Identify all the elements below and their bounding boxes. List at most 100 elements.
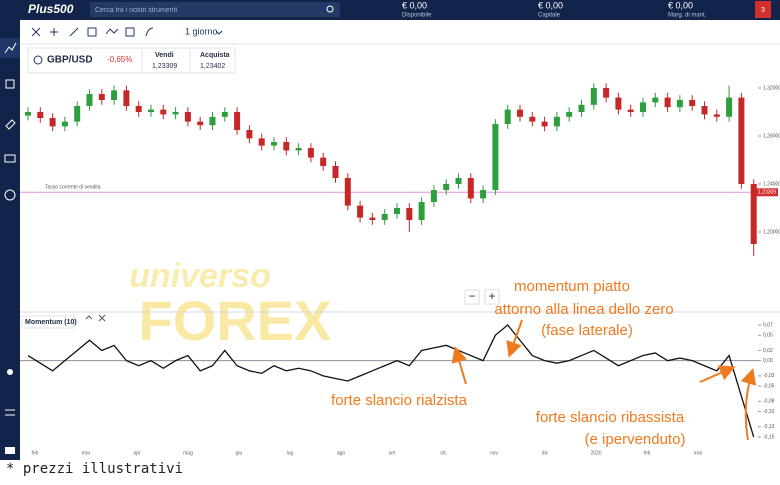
- search-box[interactable]: [90, 2, 340, 17]
- candle-body: [369, 217, 376, 220]
- candle-body: [676, 100, 683, 108]
- candle-body: [529, 116, 536, 122]
- y-tick-label: -0,13: [763, 424, 775, 430]
- candle-body: [418, 202, 425, 220]
- icon-tag[interactable]: [5, 119, 16, 130]
- candle-body: [652, 97, 659, 103]
- candle-body: [578, 104, 585, 112]
- y-tick-label: 0,07: [763, 322, 773, 328]
- candle-body: [640, 102, 646, 112]
- candle-body: [172, 112, 179, 115]
- annotation: momentum piatto: [514, 278, 630, 295]
- toolbar-icons[interactable]: [31, 27, 223, 37]
- candle-body: [726, 97, 733, 117]
- icon-orders[interactable]: [5, 79, 15, 89]
- x-tick-label: giu: [236, 450, 243, 456]
- x-tick-label: ago: [337, 450, 346, 456]
- candle-body: [37, 112, 44, 118]
- info-icon[interactable]: [33, 55, 43, 65]
- candle-body: [61, 121, 68, 127]
- y-tick-label: 1,24000: [763, 181, 780, 187]
- x-tick-label: feb: [644, 450, 651, 456]
- zoom-out[interactable]: [464, 289, 480, 305]
- candle-body: [701, 106, 708, 115]
- icon-info[interactable]: [4, 189, 16, 201]
- annotation: (fase laterale): [541, 322, 633, 339]
- candle-body: [234, 112, 241, 130]
- candle-body: [98, 94, 105, 100]
- annotation: forte slancio ribassista: [536, 409, 685, 426]
- footnote: * prezzi illustrativi: [6, 461, 183, 477]
- balance-value: € 0,00: [402, 0, 427, 10]
- candle-body: [357, 205, 364, 218]
- candle-body: [566, 112, 573, 117]
- search-placeholder: Cerca tra i nostri strumenti: [95, 7, 178, 14]
- balance-label: Disponibile: [402, 13, 432, 19]
- logo[interactable]: Plus500: [28, 2, 74, 16]
- candle-body: [492, 124, 499, 190]
- notification-badge[interactable]: [755, 1, 771, 18]
- sell-price[interactable]: 1,23309: [152, 63, 177, 70]
- y-tick-label: -0,05: [763, 383, 775, 389]
- x-tick-label: mar: [694, 450, 703, 456]
- current-price-tag: [756, 188, 778, 197]
- instrument-name: GBP/USD: [47, 55, 93, 66]
- icon-switch[interactable]: [5, 409, 15, 416]
- candle-body: [517, 109, 523, 117]
- x-tick-label: 2020: [590, 450, 601, 456]
- search-icon[interactable]: [326, 5, 334, 13]
- timeframe[interactable]: 1 giorno: [185, 26, 218, 36]
- x-tick-label: nov: [490, 450, 499, 456]
- icon-theme[interactable]: [7, 369, 13, 375]
- candle-body: [160, 109, 167, 115]
- candle-body: [295, 148, 302, 151]
- sell-label[interactable]: Vendi: [155, 52, 174, 59]
- annotation-arrows: [451, 319, 757, 441]
- balance-value: € 0,00: [668, 0, 693, 10]
- zoom-in[interactable]: [484, 289, 500, 305]
- y-tick-label: -0,03: [763, 373, 775, 379]
- y-tick-label: 0,02: [763, 348, 773, 354]
- candle-body: [627, 109, 634, 112]
- indicator-controls[interactable]: [85, 314, 106, 322]
- x-tick-label: feb: [32, 450, 39, 456]
- icon-chat[interactable]: [5, 447, 15, 454]
- annotation: forte slancio rialzista: [331, 392, 468, 409]
- watermark: FOREX: [139, 289, 332, 352]
- candle-body: [320, 157, 327, 166]
- footer: [0, 460, 780, 480]
- candle-body: [307, 148, 314, 158]
- candle-body: [455, 178, 462, 184]
- buy-label[interactable]: Acquista: [200, 52, 230, 59]
- icon-briefcase[interactable]: [4, 154, 16, 163]
- candle-body: [750, 184, 757, 244]
- buy-price[interactable]: 1,23402: [200, 63, 225, 70]
- instrument-change: -0,65%: [107, 55, 132, 64]
- candle-body: [197, 121, 204, 126]
- x-tick-label: ott: [440, 450, 446, 456]
- zoom-in-label: +: [488, 289, 495, 303]
- candle-body: [590, 88, 597, 105]
- x-tick-label: lug: [287, 450, 294, 456]
- y-tick-label: 1,20000: [763, 229, 780, 235]
- candle-body: [332, 166, 339, 178]
- y-tick-label: -0,08: [763, 399, 775, 405]
- instrument-box: [27, 47, 236, 74]
- icon-chart[interactable]: [4, 42, 17, 54]
- candle-body: [135, 106, 142, 112]
- candle-body: [25, 112, 31, 116]
- candle-body: [86, 94, 93, 106]
- candle-body: [553, 116, 560, 127]
- y-tick-label: -0,10: [763, 409, 775, 415]
- candle-body: [74, 106, 81, 122]
- x-tick-label: mag: [183, 450, 193, 456]
- y-tick-label: -0,15: [763, 434, 775, 440]
- x-tick-label: dic: [542, 450, 549, 456]
- candle-body: [615, 97, 622, 110]
- candle-body: [381, 214, 388, 220]
- candle-body: [480, 190, 487, 199]
- candle-body: [111, 90, 118, 100]
- y-tick-label: 0,05: [763, 333, 773, 339]
